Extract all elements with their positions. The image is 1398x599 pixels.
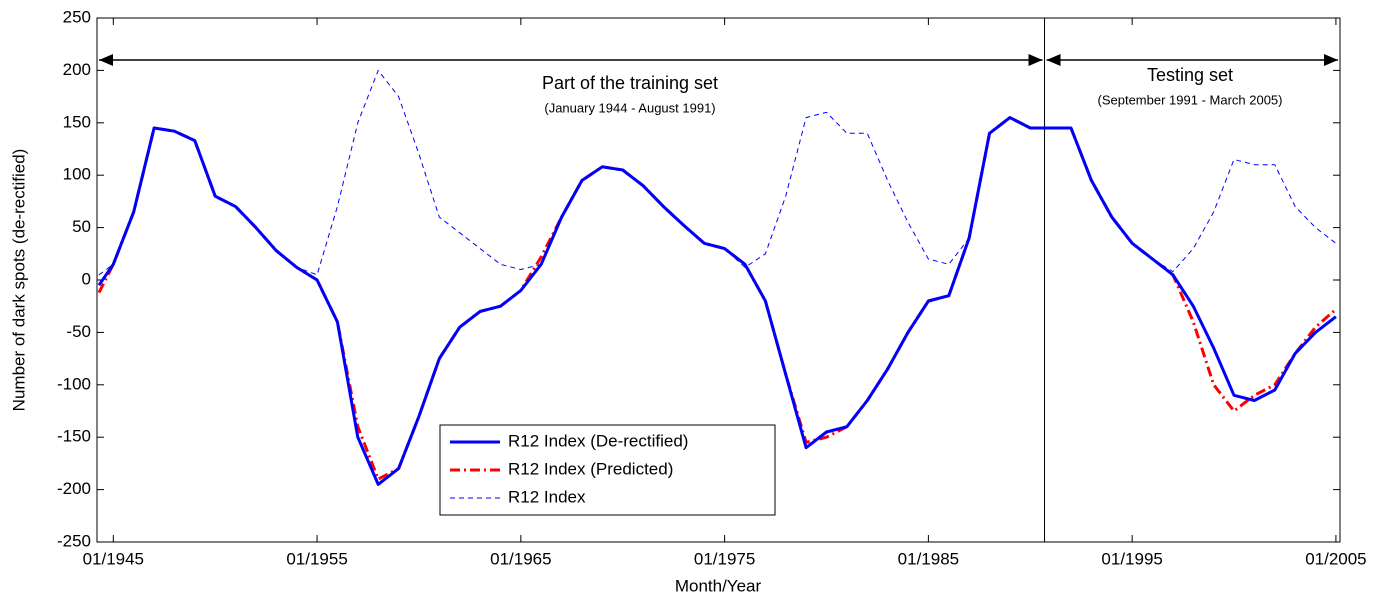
arrow-head — [1324, 54, 1338, 66]
x-tick-label: 01/1985 — [898, 549, 959, 568]
legend-label: R12 Index — [508, 487, 586, 506]
annotation: (January 1944 - August 1991) — [544, 100, 715, 115]
y-tick-label: -250 — [57, 531, 91, 550]
x-tick-label: 01/1975 — [694, 549, 755, 568]
y-tick-label: 100 — [63, 165, 91, 184]
y-tick-label: 150 — [63, 112, 91, 131]
x-axis-label: Month/Year — [675, 576, 762, 595]
annotation: (September 1991 - March 2005) — [1098, 92, 1283, 107]
arrow-head — [1046, 54, 1061, 66]
legend-label: R12 Index (Predicted) — [508, 459, 673, 478]
x-tick-label: 01/1965 — [490, 549, 551, 568]
y-axis-label: Number of dark spots (de-rectified) — [9, 149, 28, 412]
y-tick-label: 250 — [63, 7, 91, 26]
arrow-head — [99, 54, 113, 66]
y-tick-label: -150 — [57, 427, 91, 446]
y-tick-label: 50 — [72, 217, 91, 236]
legend-label: R12 Index (De-rectified) — [508, 431, 688, 450]
annotation: Testing set — [1147, 65, 1233, 85]
series-line — [97, 116, 1337, 486]
annotation: Part of the training set — [542, 73, 718, 93]
arrow-head — [1028, 54, 1043, 66]
y-tick-label: -200 — [57, 479, 91, 498]
y-tick-label: -50 — [66, 322, 91, 341]
x-tick-label: 01/2005 — [1305, 549, 1366, 568]
y-tick-label: -100 — [57, 374, 91, 393]
x-tick-label: 01/1995 — [1101, 549, 1162, 568]
x-tick-label: 01/1955 — [286, 549, 347, 568]
y-tick-label: 200 — [63, 60, 91, 79]
x-tick-label: 01/1945 — [83, 549, 144, 568]
y-tick-label: 0 — [82, 269, 91, 288]
